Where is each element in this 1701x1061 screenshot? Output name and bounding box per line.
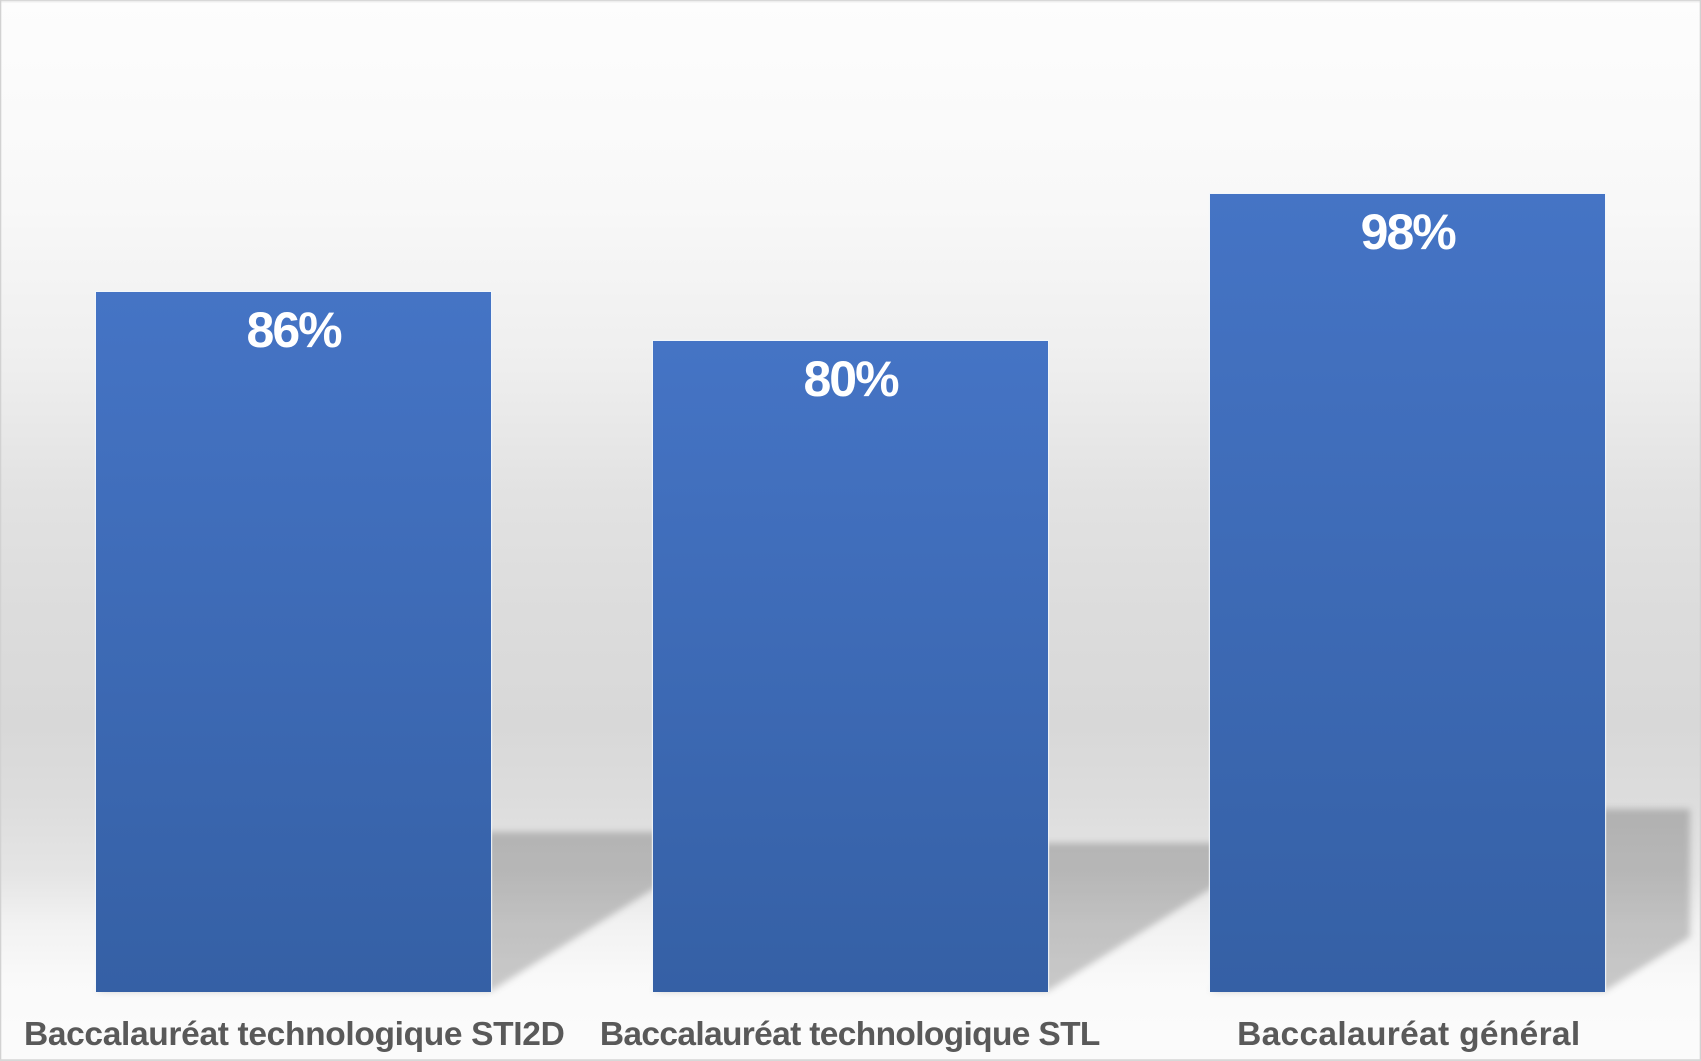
svg-text:Baccalauréat technologique STL: Baccalauréat technologique STL	[600, 1016, 1100, 1053]
svg-text:98%: 98%	[1361, 204, 1457, 260]
svg-text:86%: 86%	[247, 302, 343, 358]
svg-text:80%: 80%	[803, 351, 899, 407]
svg-text:Baccalauréat technologique STI: Baccalauréat technologique STI2D	[24, 1016, 564, 1053]
svg-text:Baccalauréat général: Baccalauréat général	[1237, 1016, 1580, 1053]
